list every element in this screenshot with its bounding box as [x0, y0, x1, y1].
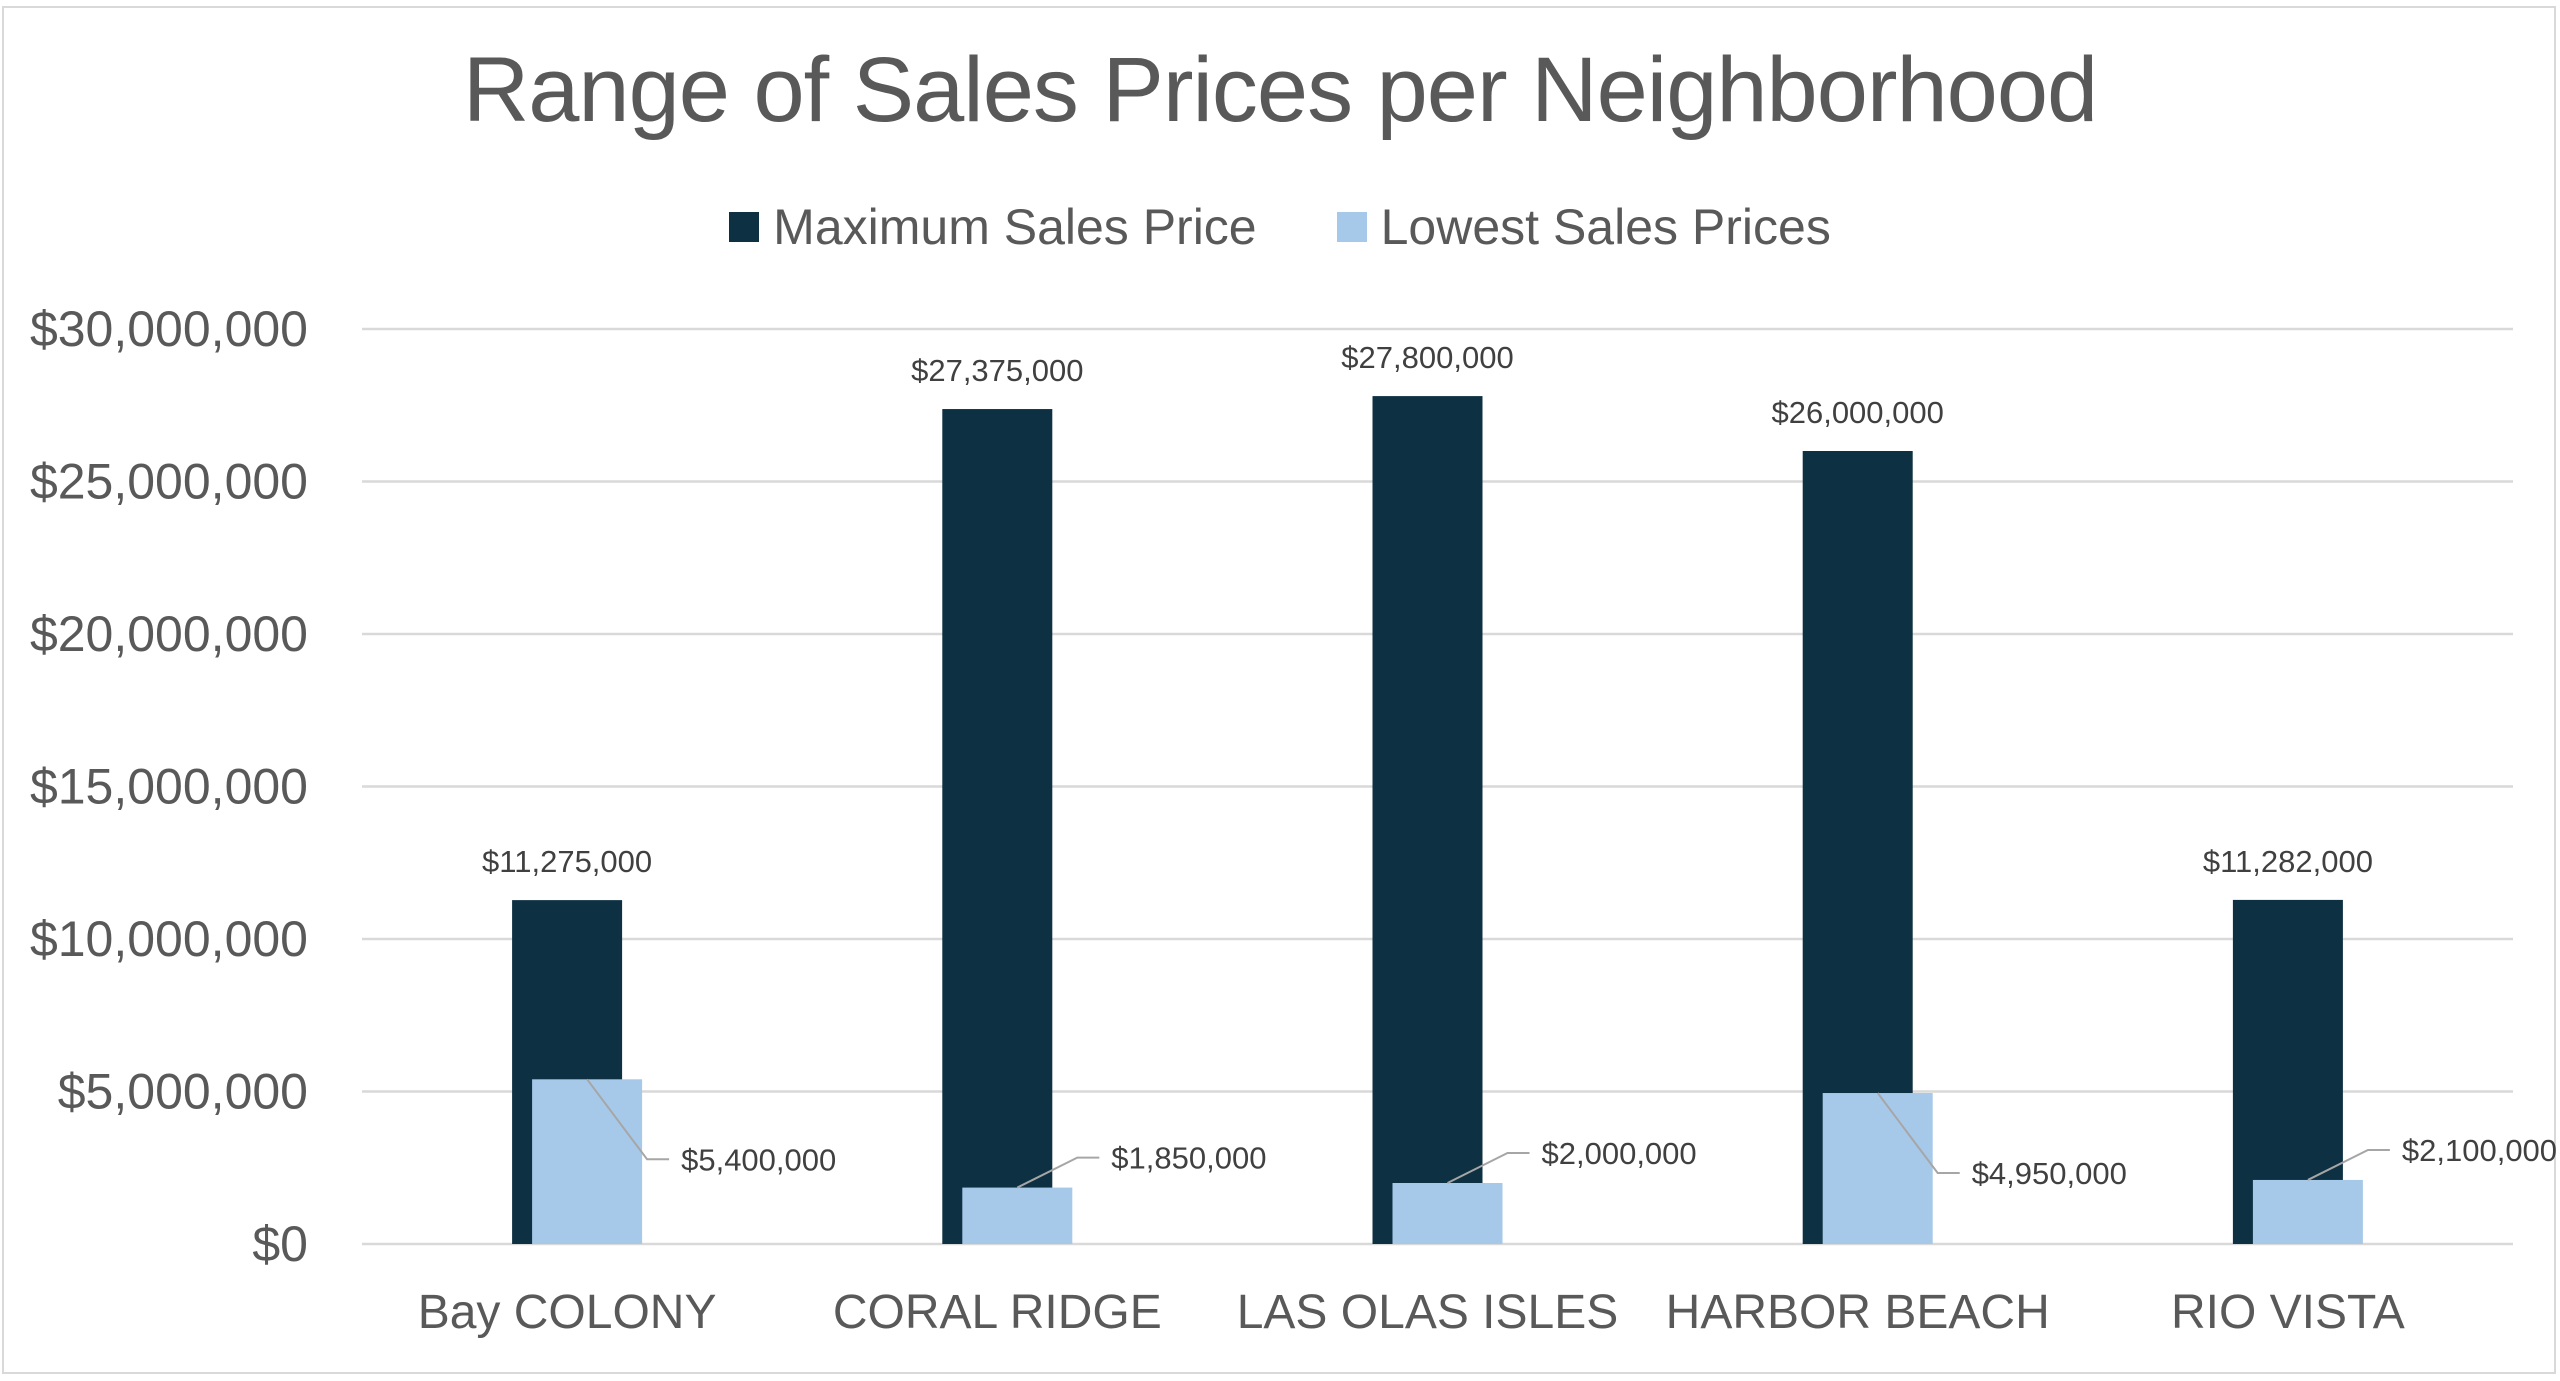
y-tick-label: $10,000,000: [30, 911, 308, 967]
bar-lowest: [962, 1187, 1073, 1244]
legend-swatch-lowest: [1336, 212, 1367, 242]
y-tick-label: $0: [252, 1216, 308, 1272]
bar-maximum: [942, 409, 1053, 1244]
data-label-lowest: $2,000,000: [1542, 1136, 1697, 1171]
leader-line: [2307, 1148, 2390, 1181]
y-tick-label: $15,000,000: [30, 759, 308, 815]
legend-swatch-maximum: [729, 212, 760, 242]
data-label-lowest: $1,850,000: [1111, 1141, 1266, 1176]
data-label-lowest: $4,950,000: [1972, 1156, 2127, 1191]
bar-lowest: [532, 1079, 643, 1244]
leader-line: [1016, 1156, 1100, 1189]
bar-lowest: [1392, 1183, 1503, 1244]
leader-line: [586, 1078, 670, 1161]
data-label-lowest: $2,100,000: [2402, 1133, 2557, 1168]
y-tick-label: $20,000,000: [30, 606, 308, 662]
bar-lowest: [1822, 1093, 1933, 1244]
bar-lowest: [2252, 1179, 2363, 1244]
chart-title: Range of Sales Prices per Neighborhood: [462, 39, 2098, 141]
data-label-lowest: $5,400,000: [681, 1142, 836, 1177]
data-label-maximum: $26,000,000: [1771, 395, 1943, 430]
x-category-label: Bay COLONY: [418, 1286, 717, 1339]
legend-label-maximum: Maximum Sales Price: [773, 199, 1257, 255]
x-category-label: RIO VISTA: [2171, 1286, 2405, 1339]
data-label-maximum: $27,800,000: [1341, 340, 1513, 375]
x-category-label: HARBOR BEACH: [1666, 1286, 2050, 1339]
leader-line: [1876, 1092, 1960, 1175]
bar-maximum: [1372, 396, 1483, 1245]
leader-line: [1447, 1152, 1530, 1184]
y-tick-label: $5,000,000: [58, 1064, 308, 1120]
data-label-maximum: $11,282,000: [2203, 844, 2373, 879]
y-tick-label: $25,000,000: [30, 454, 308, 510]
data-label-maximum: $11,275,000: [482, 844, 652, 879]
data-label-maximum: $27,375,000: [911, 353, 1083, 388]
x-category-label: LAS OLAS ISLES: [1237, 1286, 1619, 1339]
legend-label-lowest: Lowest Sales Prices: [1380, 199, 1831, 255]
y-tick-label: $30,000,000: [30, 301, 308, 357]
legend-item-lowest[interactable]: Lowest Sales Prices: [1336, 198, 1831, 256]
legend: Maximum Sales Price Lowest Sales Prices: [0, 198, 2560, 256]
chart-frame: [2, 6, 2556, 1374]
x-category-label: CORAL RIDGE: [833, 1286, 1162, 1339]
legend-item-maximum[interactable]: Maximum Sales Price: [729, 198, 1257, 256]
